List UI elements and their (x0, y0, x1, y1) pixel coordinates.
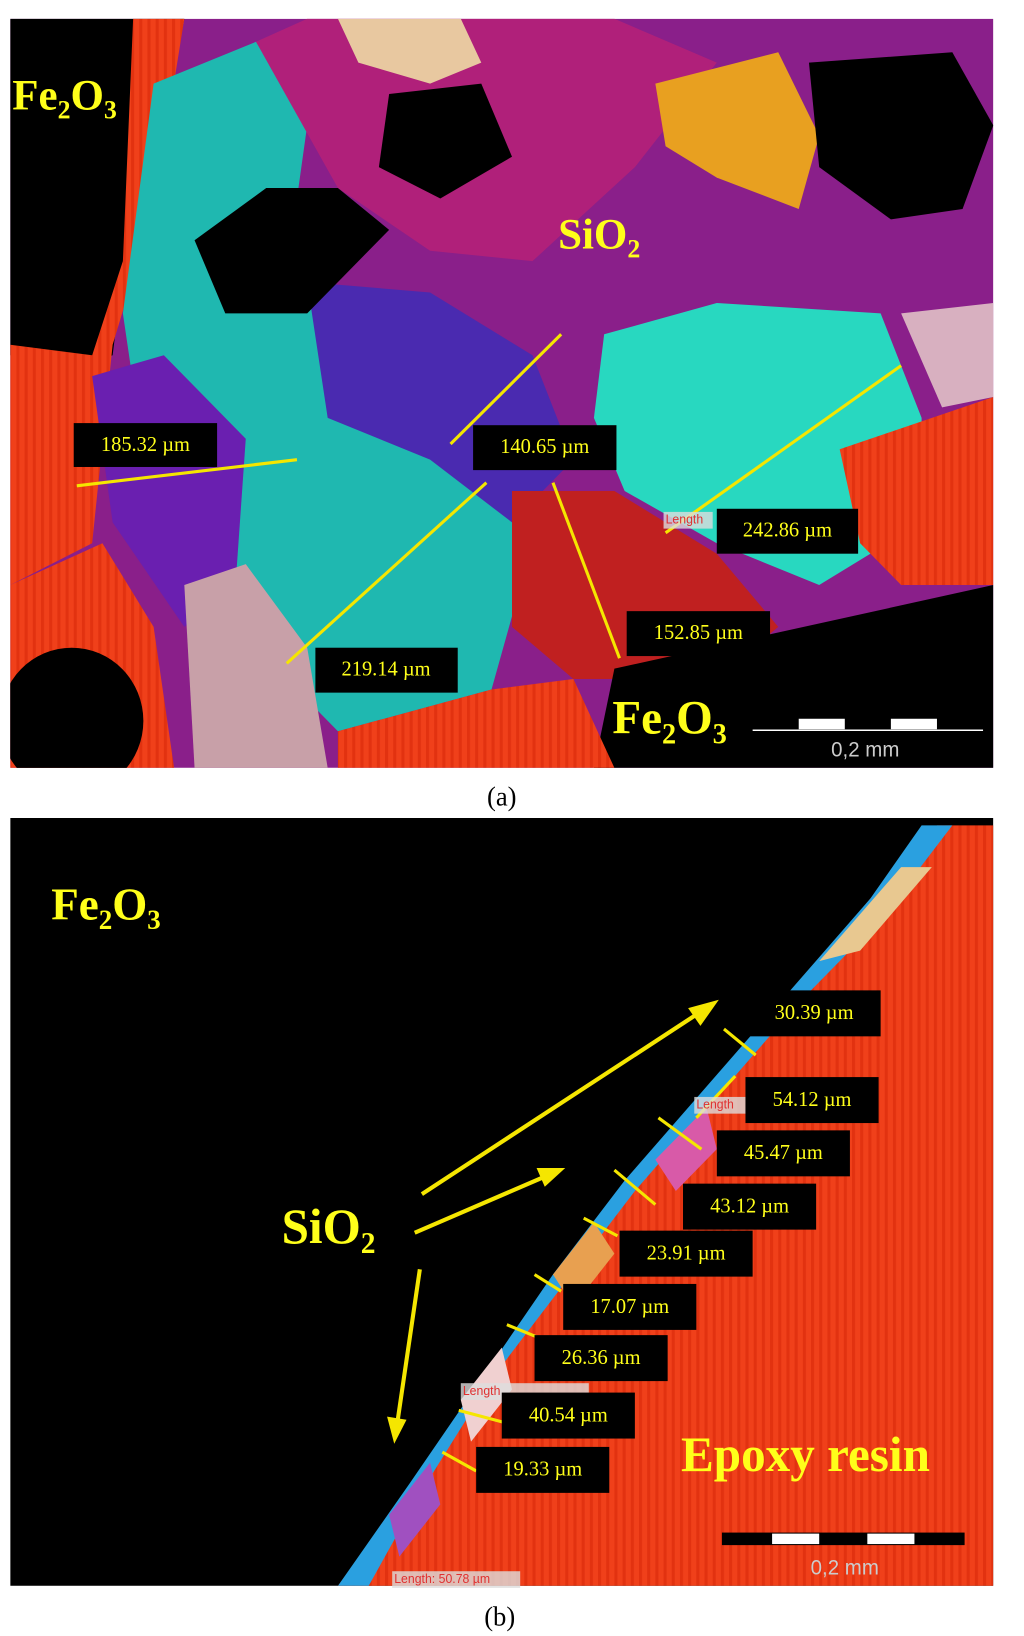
label-box (716, 1130, 850, 1177)
label-box (476, 1446, 610, 1493)
label: Epoxy resin (681, 1426, 930, 1482)
length-tag-bg (694, 1096, 746, 1114)
label-box (716, 508, 859, 554)
label: Fe₂O₃ (612, 692, 727, 745)
arrows (387, 999, 719, 1444)
label: SiO₂ (558, 210, 640, 258)
measurement: 19.33 µm (503, 1459, 582, 1481)
label: Fe₂O₃ (12, 71, 117, 119)
label-box (626, 611, 771, 657)
length-tag: Length: 50.78 µm (394, 1572, 490, 1586)
label-box (563, 1283, 697, 1330)
scale-bar (721, 1532, 965, 1546)
measurement: 17.07 µm (590, 1296, 669, 1318)
measurement: 23.91 µm (647, 1242, 726, 1264)
label-box (683, 1183, 817, 1230)
caption: (b) (484, 1601, 515, 1631)
length-tag: Length (696, 1097, 734, 1111)
label-box (747, 990, 881, 1037)
measure-line (664, 364, 902, 535)
length-tag: Length (463, 1384, 501, 1398)
measurement: 185.32 µm (101, 434, 190, 456)
measurement: 43.12 µm (710, 1195, 789, 1217)
label-box (73, 423, 218, 467)
measurement: 26.36 µm (562, 1347, 641, 1369)
measurement: 242.86 µm (743, 519, 832, 541)
measure-line (551, 482, 621, 659)
scale-label: 0,2 mm (831, 738, 899, 761)
measurement: 54.12 µm (773, 1089, 852, 1111)
scale-label: 0,2 mm (811, 1556, 879, 1579)
measurement: 45.47 µm (744, 1142, 823, 1164)
measurement: 152.85 µm (654, 622, 743, 644)
label: SiO₂ (282, 1199, 376, 1255)
length-tag-bg (392, 1571, 521, 1588)
label-box (315, 647, 458, 693)
measure-line (285, 481, 488, 665)
measurement: 140.65 µm (500, 436, 589, 458)
label-box (534, 1335, 668, 1382)
label-box (745, 1077, 879, 1124)
length-tag-bg (663, 511, 713, 529)
measurement: 40.54 µm (529, 1404, 608, 1426)
scale-bar (752, 718, 984, 732)
measure-line (76, 458, 298, 488)
length-tag: Length (666, 512, 704, 526)
label-box (473, 425, 617, 471)
label: Fe₂O₃ (51, 878, 161, 930)
measurement: 219.14 µm (341, 658, 430, 680)
measure-line (449, 333, 563, 446)
caption: (a) (487, 781, 517, 811)
label-box (501, 1392, 635, 1439)
measurement: 30.39 µm (775, 1002, 854, 1024)
label-box (619, 1230, 753, 1277)
